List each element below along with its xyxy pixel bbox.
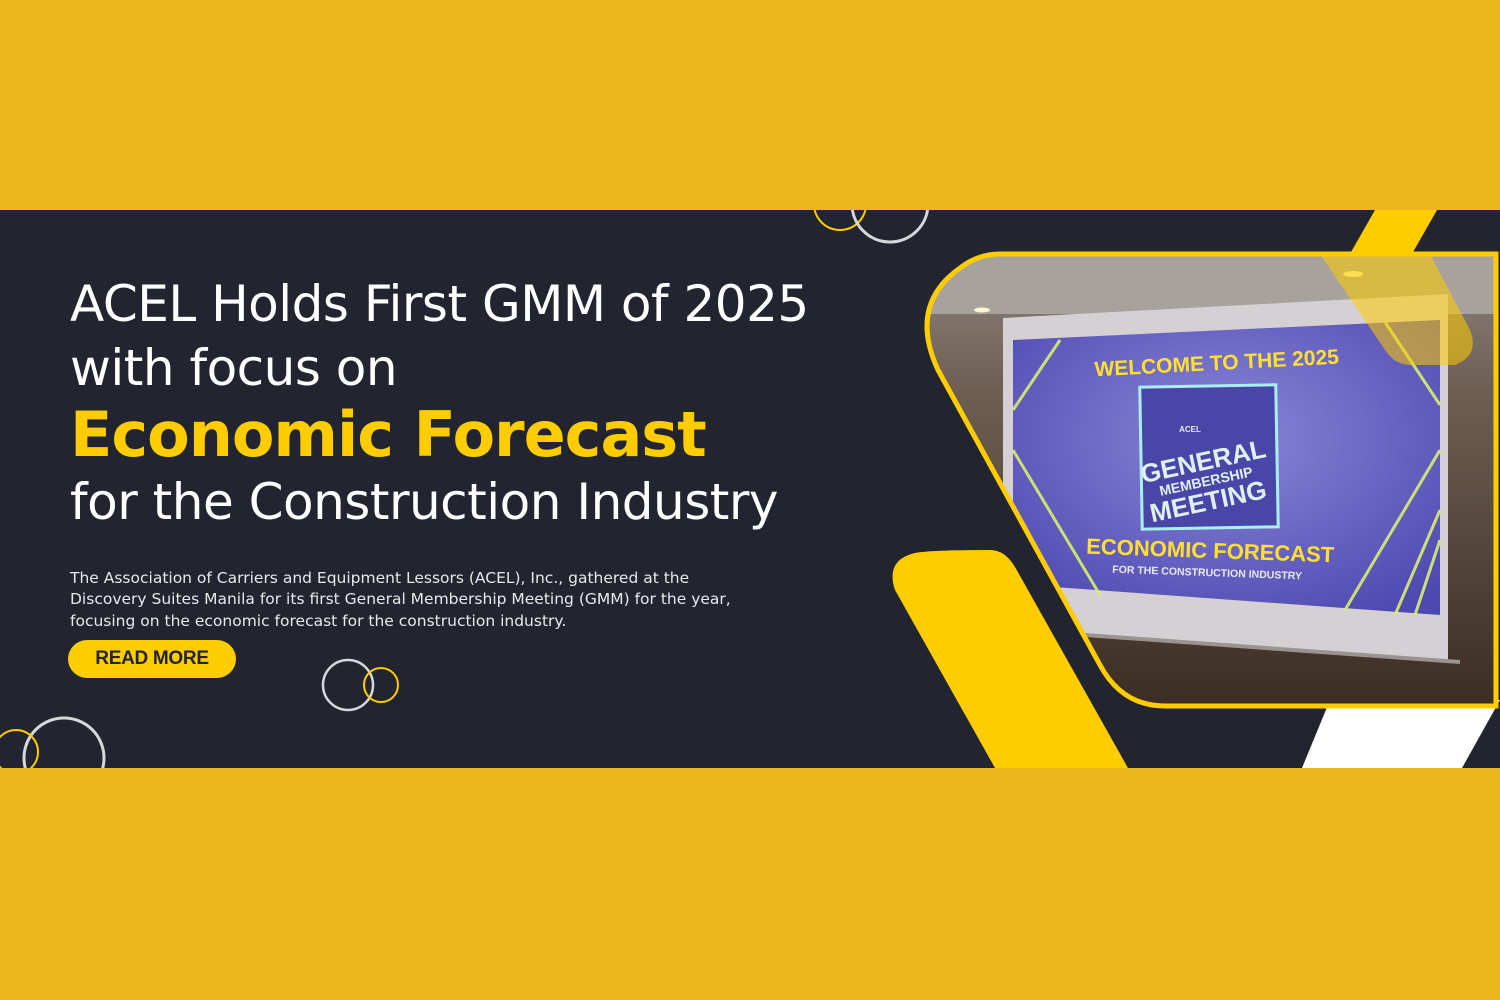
article-description: The Association of Carriers and Equipmen… <box>70 568 731 630</box>
hero-banner: WELCOME TO THE 2025 ACEL GENERAL MEMBERS… <box>0 210 1500 768</box>
circle-outline-decoration <box>321 658 375 712</box>
acel-logo-text: ACEL <box>1179 425 1201 434</box>
circle-outline-decoration <box>813 210 867 231</box>
headline-highlight: Economic Forecast <box>70 398 707 471</box>
headline-line-1: ACEL Holds First GMM of 2025 <box>70 275 809 333</box>
headline: ACEL Holds First GMM of 2025 with focus … <box>70 272 809 534</box>
headline-line-2: with focus on <box>70 339 398 397</box>
circle-outline-decoration <box>363 667 399 703</box>
photo-frame <box>924 251 1499 709</box>
headline-line-4: for the Construction Industry <box>70 473 779 531</box>
event-photo: WELCOME TO THE 2025 ACEL GENERAL MEMBERS… <box>924 251 1499 709</box>
circle-outline-decoration <box>0 729 39 768</box>
yellow-slash-decoration <box>892 550 1128 768</box>
read-more-button[interactable]: READ MORE <box>68 640 236 678</box>
white-stripe-decoration <box>1302 700 1500 768</box>
circle-outline-decoration <box>22 716 106 768</box>
circle-outline-decoration <box>850 210 930 244</box>
